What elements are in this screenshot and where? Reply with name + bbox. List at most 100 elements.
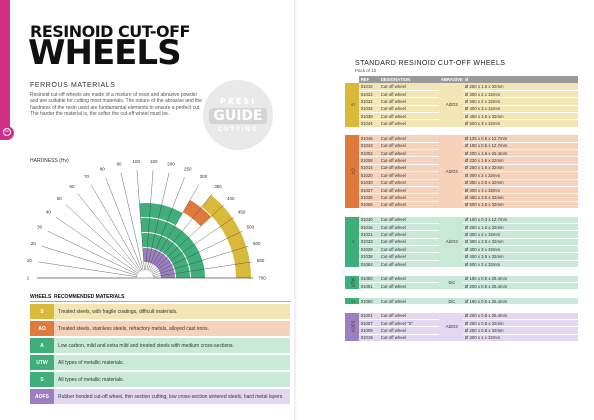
hardness-tick-label: 40 <box>46 210 52 215</box>
cell-diameter: Ø 500 x 3 x 32mm <box>462 260 578 269</box>
cell-diameter: Ø 450 x 3.5 x 32mm <box>462 252 578 261</box>
cell-ref: 01029 <box>358 245 379 254</box>
cell-diameter: Ø 125 x 0.6 x 12.7mm <box>462 134 578 143</box>
header-abrasive: ABRASIVE <box>438 76 463 83</box>
cell-designation: Cut-off wheel <box>378 90 439 99</box>
group-code: S <box>345 83 359 128</box>
hardness-tick-label: 90 <box>116 161 122 166</box>
group-code: AO <box>345 134 359 210</box>
group-code: S <box>345 297 359 306</box>
stamp-guide-text: GUIDE <box>209 108 267 124</box>
cell-ref: 01007 <box>358 319 379 328</box>
group-spacer <box>345 267 578 276</box>
hardness-tick-label: 650 <box>257 258 265 263</box>
cell-designation: Cut-off wheel "S" <box>378 319 439 328</box>
cell-abrasive: Al2O3 <box>438 83 463 128</box>
cell-diameter: Ø 180 x 0.5 x 25.4mm <box>462 297 578 306</box>
cell-designation: Cut-off wheel <box>378 186 439 195</box>
cell-designation: Cut-off wheel <box>378 97 439 106</box>
cell-ref: 01062 <box>358 260 379 269</box>
cell-designation: Cut-off wheel <box>378 223 439 232</box>
cell-ref: 01050 <box>358 275 379 284</box>
cell-designation: Cut-off wheel <box>378 179 439 187</box>
cell-ref: 01008 <box>358 156 379 165</box>
cell-diameter: Ø 200 x 0.8 x 25.4mm <box>462 312 578 321</box>
header-diameter: Ø <box>462 76 578 83</box>
utw-band <box>141 233 190 278</box>
header-spacer <box>345 76 359 83</box>
table-row: S 01060 Cut-off wheel SiC Ø 180 x 0.5 x 25.4… <box>345 297 578 306</box>
section-tab[interactable]: ✂ <box>0 126 14 140</box>
cell-diameter: Ø 400 x 3 x 32mm <box>462 186 578 195</box>
cutting-icon: ✂ <box>3 128 11 136</box>
cell-ref: 01033 <box>358 238 379 247</box>
wheels-table: REF DESIGNATION ABRASIVE Ø S 01016 Cut-off… <box>345 76 578 343</box>
cell-designation: Cut-off wheel <box>378 238 439 247</box>
legend-code: UTW <box>30 355 54 370</box>
cell-diameter: Ø 250 x 1.6 x 32mm <box>462 164 578 173</box>
cell-diameter: Ø 100 x 0.3 x 12.7mm <box>462 216 578 224</box>
legend-description: Treated steels, stainless steels, refrac… <box>58 325 209 332</box>
cell-ref: 01022 <box>358 90 379 99</box>
hardness-tick-line <box>136 170 145 271</box>
cell-diameter: Ø 250 x 0.8 x 32mm <box>462 319 578 328</box>
hardness-tick-line <box>65 204 140 273</box>
hardness-tick-line <box>147 177 185 271</box>
intro-paragraph: Resinoid cut-off wheels are made of a mi… <box>30 92 202 117</box>
cell-ref: 01060 <box>358 297 379 306</box>
hardness-tick-label: 250 <box>184 167 192 172</box>
cell-ref: 01034 <box>358 105 379 114</box>
cell-designation: Cut-off wheel <box>378 201 439 210</box>
cell-designation: Cut-off wheel <box>378 164 439 173</box>
cell-designation: Cut-off wheel <box>378 134 439 143</box>
cell-diameter: Ø 230 x 1.6 x 22mm <box>462 156 578 165</box>
table-row: UTW 01050 Cut-off wheel SiC Ø 180 x 0.5 x 25… <box>345 275 578 291</box>
cell-ref: 01016 <box>358 83 379 91</box>
cell-ref: 01032 <box>358 97 379 106</box>
group-spacer <box>345 289 578 298</box>
cell-designation: Cut-off wheel <box>378 119 439 128</box>
hardness-tick-label: 70 <box>84 174 90 179</box>
hardness-tick-line <box>148 184 200 272</box>
group-code-label: AOFS <box>350 321 356 333</box>
stamp-bottom-text: CUTTING <box>217 126 259 133</box>
hardness-tick-label: 600 <box>253 241 261 246</box>
cell-designation: Cut-off wheel <box>378 260 439 269</box>
cell-designation: Cut-off wheel <box>378 275 439 284</box>
group-code: UTW <box>345 275 359 291</box>
cell-diameter: Ø 500 x 3 x 32mm <box>462 119 578 128</box>
cell-designation: Cut-off wheel <box>378 230 439 239</box>
cell-diameter: Ø 250 x 1.6 x 32mm <box>462 83 578 91</box>
cell-designation: Cut-off wheel <box>378 193 439 202</box>
group-code-label: A <box>350 240 356 244</box>
hardness-tick-label: 300 <box>200 174 208 179</box>
cell-abrasive: SiC <box>438 275 463 291</box>
hardness-tick-line <box>77 193 141 272</box>
hardness-label: HARDNESS (Hv) <box>30 158 69 164</box>
hardness-tick-label: 1 <box>27 276 30 281</box>
hardness-tick-line <box>145 170 154 271</box>
group-spacer <box>345 127 578 136</box>
hardness-tick-label: 60 <box>70 184 76 189</box>
pack-info: Pack of 10 <box>355 68 377 73</box>
cell-diameter: Ø 350 x 2 x 32mm <box>462 97 578 106</box>
hardness-tick-line <box>47 230 138 275</box>
legend-description: Treated steels, with fragile coatings, d… <box>58 308 178 315</box>
legend-row: A Low carbon, mild and extra mild and tre… <box>30 338 290 353</box>
table-row: A 01040 Cut-off wheel Al2O3 Ø 100 x 0.3 x 12… <box>345 216 578 269</box>
cell-diameter: Ø 200 x 1.6 x 25.4mm <box>462 149 578 158</box>
cell-ref: 01038 <box>358 252 379 261</box>
cell-designation: Cut-off wheel <box>378 245 439 254</box>
cell-ref: 01001 <box>358 312 379 321</box>
hardness-tick-line <box>152 230 243 275</box>
hardness-tick-label: 400 <box>227 196 235 201</box>
cell-designation: Cut-off wheel <box>378 171 439 180</box>
cell-designation: Cut-off wheel <box>378 216 439 224</box>
group-code-label: S <box>350 103 356 107</box>
cell-designation: Cut-off wheel <box>378 312 439 321</box>
cell-abrasive: SiC <box>438 297 463 306</box>
legend-description: All types of metallic materials. <box>58 359 124 366</box>
section-color-strip <box>0 0 10 136</box>
cell-diameter: Ø 300 x 1 x 32mm <box>462 334 578 343</box>
